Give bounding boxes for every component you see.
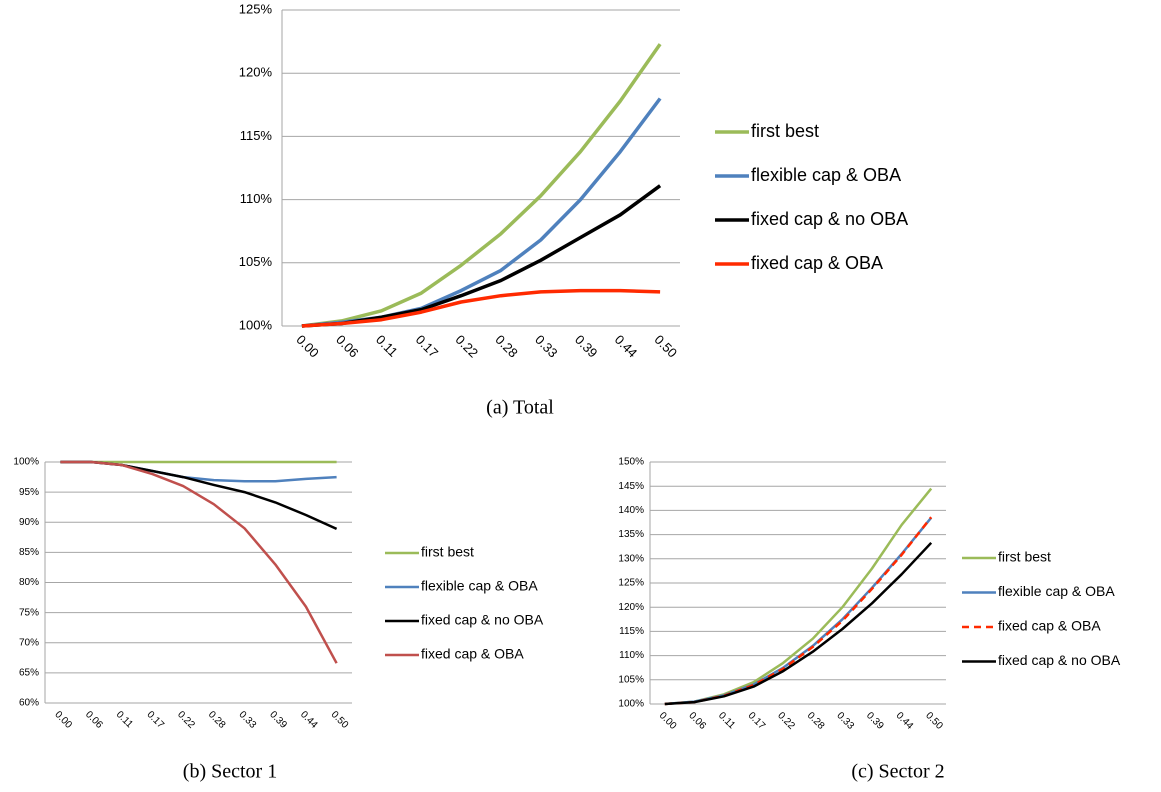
x-tick-label: 0.50 xyxy=(652,332,681,361)
y-tick-label: 100% xyxy=(618,699,644,710)
y-tick-label: 130% xyxy=(618,553,644,564)
y-tick-label: 140% xyxy=(618,505,644,516)
y-tick-label: 60% xyxy=(19,698,39,709)
x-tick-label: 0.17 xyxy=(746,710,768,732)
caption: (b) Sector 1 xyxy=(183,761,277,783)
x-tick-label: 0.06 xyxy=(333,332,362,361)
series-line xyxy=(664,516,933,706)
y-tick-label: 100% xyxy=(239,317,273,332)
x-tick-label: 0.33 xyxy=(834,710,856,732)
legend-label: first best xyxy=(998,549,1051,565)
y-tick-label: 110% xyxy=(240,191,273,206)
legend-label: fixed cap & OBA xyxy=(751,253,883,273)
y-tick-label: 150% xyxy=(618,457,644,468)
y-tick-label: 100% xyxy=(13,457,39,468)
series-line xyxy=(60,460,338,664)
legend-label: fixed cap & no OBA xyxy=(998,652,1121,668)
x-tick-label: 0.44 xyxy=(298,709,320,731)
y-tick-label: 90% xyxy=(19,517,39,528)
legend-label: flexible cap & OBA xyxy=(998,583,1115,599)
x-tick-label: 0.11 xyxy=(716,710,737,731)
series-line xyxy=(60,460,337,483)
series-line xyxy=(301,43,662,328)
legend-label: flexible cap & OBA xyxy=(421,578,538,594)
y-tick-label: 70% xyxy=(19,637,39,648)
series-line xyxy=(301,184,662,328)
caption: (a) Total xyxy=(486,397,554,419)
y-tick-label: 115% xyxy=(240,128,273,143)
x-tick-label: 0.22 xyxy=(775,710,797,732)
x-tick-label: 0.33 xyxy=(532,332,561,361)
x-tick-label: 0.39 xyxy=(572,332,601,361)
caption: (c) Sector 2 xyxy=(851,761,944,783)
legend-label: flexible cap & OBA xyxy=(751,165,901,185)
y-tick-label: 65% xyxy=(19,668,39,679)
x-tick-label: 0.22 xyxy=(453,332,482,361)
y-tick-label: 95% xyxy=(19,487,39,498)
x-tick-label: 0.17 xyxy=(413,332,442,361)
x-tick-label: 0.00 xyxy=(52,709,74,731)
x-tick-label: 0.50 xyxy=(329,709,351,731)
y-tick-label: 110% xyxy=(619,650,644,661)
x-tick-label: 0.44 xyxy=(612,332,641,361)
legend-label: fixed cap & OBA xyxy=(998,618,1101,634)
y-tick-label: 75% xyxy=(19,607,39,618)
y-tick-label: 105% xyxy=(618,674,644,685)
x-tick-label: 0.11 xyxy=(373,332,401,360)
x-tick-label: 0.06 xyxy=(686,710,708,732)
x-tick-label: 0.28 xyxy=(805,710,827,732)
y-tick-label: 145% xyxy=(618,481,644,492)
x-tick-label: 0.00 xyxy=(293,332,322,361)
x-tick-label: 0.06 xyxy=(83,709,105,731)
legend-label: first best xyxy=(751,121,819,141)
legend-label: fixed cap & no OBA xyxy=(751,209,908,229)
y-tick-label: 120% xyxy=(239,65,273,80)
y-tick-label: 80% xyxy=(19,577,39,588)
y-tick-label: 135% xyxy=(618,529,644,540)
x-tick-label: 0.28 xyxy=(206,709,228,731)
series-line xyxy=(664,487,933,706)
x-tick-label: 0.00 xyxy=(657,710,679,732)
x-tick-label: 0.28 xyxy=(492,332,521,361)
legend-label: fixed cap & no OBA xyxy=(421,612,544,628)
legend-label: first best xyxy=(421,544,474,560)
series-line xyxy=(301,288,661,328)
x-tick-label: 0.11 xyxy=(114,709,135,730)
series-line xyxy=(664,541,933,706)
x-tick-label: 0.44 xyxy=(894,710,916,732)
y-tick-label: 105% xyxy=(239,254,273,269)
legend-label: fixed cap & OBA xyxy=(421,646,524,662)
x-tick-label: 0.22 xyxy=(175,709,197,731)
x-tick-label: 0.17 xyxy=(144,709,166,731)
y-tick-label: 115% xyxy=(619,626,644,637)
y-tick-label: 120% xyxy=(618,602,644,613)
series-line xyxy=(664,516,933,706)
x-tick-label: 0.33 xyxy=(237,709,259,731)
x-tick-label: 0.50 xyxy=(923,710,945,732)
x-tick-label: 0.39 xyxy=(864,710,886,732)
y-tick-label: 125% xyxy=(618,578,644,589)
x-tick-label: 0.39 xyxy=(267,709,289,731)
y-tick-label: 85% xyxy=(19,547,39,558)
y-tick-label: 125% xyxy=(239,1,273,16)
